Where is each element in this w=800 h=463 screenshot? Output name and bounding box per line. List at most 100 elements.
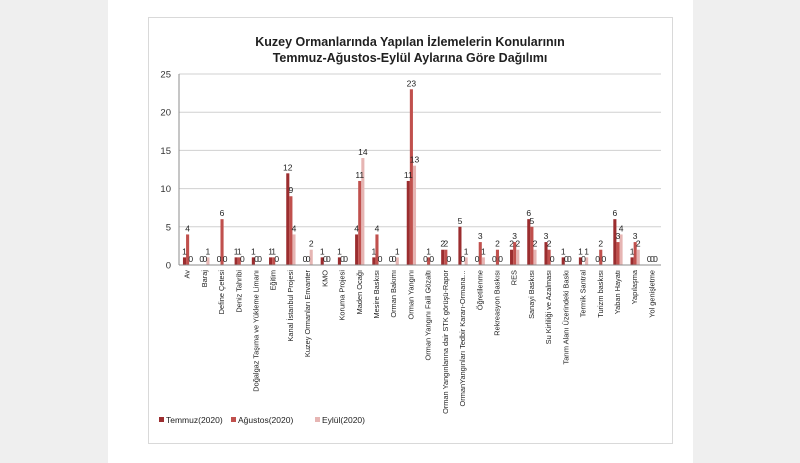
- data-label: 0: [389, 254, 394, 264]
- data-label: 0: [202, 254, 207, 264]
- bar-1-14: [406, 180, 410, 265]
- data-label: 0: [653, 254, 658, 264]
- data-label: 1: [268, 246, 273, 256]
- data-label: 1: [395, 246, 400, 256]
- data-label: 14: [358, 147, 368, 157]
- data-label: 3: [633, 231, 638, 241]
- y-tick-label: 0: [166, 261, 171, 272]
- data-label: 1: [481, 246, 486, 256]
- data-label: 0: [650, 254, 655, 264]
- x-tick-label: Orman Yangınlarına dair STK görüşü-Rapor: [441, 269, 450, 413]
- data-label: 0: [447, 254, 452, 264]
- data-label: 2: [636, 239, 641, 249]
- bar-3-26: [619, 234, 623, 265]
- legend-label-3: Eylül(2020): [322, 415, 365, 425]
- x-tick-label: Yaban Hayatı: [613, 270, 622, 314]
- legend-swatch-1: [159, 417, 164, 422]
- bar-2-15: [427, 257, 431, 265]
- bar-1-27: [630, 257, 634, 265]
- data-label: 1: [337, 246, 342, 256]
- bar-1-6: [269, 257, 273, 265]
- data-label: 0: [254, 254, 259, 264]
- data-label: 0: [323, 254, 328, 264]
- data-label: 0: [223, 254, 228, 264]
- x-tick-label: OrmanYangınları Tedbir Kararı-Ormana…: [458, 270, 467, 407]
- legend-label-1: Temmuz(2020): [166, 415, 223, 425]
- bar-2-16: [444, 249, 448, 265]
- data-label: 4: [292, 223, 297, 233]
- data-label: 1: [182, 246, 187, 256]
- x-tick-label: KMO: [320, 270, 329, 287]
- data-label: 0: [303, 254, 308, 264]
- x-tick-label: Turizm baskısı: [596, 270, 605, 318]
- bar-3-17: [464, 257, 468, 265]
- x-tick-label: Eğitim: [269, 270, 278, 291]
- data-label: 0: [326, 254, 331, 264]
- data-label: 0: [257, 254, 262, 264]
- x-tick-label: Yapılaşma: [630, 269, 639, 304]
- data-label: 6: [526, 208, 531, 218]
- x-tick-label: Orman Yangını: [406, 270, 415, 319]
- bar-2-11: [358, 180, 362, 265]
- x-tick-label: Tarım Alanı Üzerindeki Baskı: [561, 270, 570, 364]
- bar-3-20: [516, 249, 520, 265]
- bar-2-19: [495, 249, 500, 265]
- bar-3-21: [533, 249, 537, 265]
- x-tick-label: Baraj: [200, 270, 209, 288]
- data-label: 0: [498, 254, 503, 264]
- bar-2-7: [289, 196, 293, 265]
- data-label: 6: [220, 208, 225, 218]
- bar-2-12: [375, 234, 379, 265]
- data-label: 3: [512, 231, 517, 241]
- data-label: 4: [354, 223, 359, 233]
- data-label: 0: [392, 254, 397, 264]
- data-label: 1: [234, 246, 239, 256]
- data-label: 3: [478, 231, 483, 241]
- data-label: 2: [443, 239, 448, 249]
- data-label: 4: [185, 223, 190, 233]
- data-label: 0: [461, 254, 466, 264]
- data-label: 5: [530, 216, 535, 226]
- bar-2-22: [547, 249, 551, 265]
- data-label: 0: [475, 254, 480, 264]
- bar-1-23: [561, 257, 565, 265]
- x-tick-label: Kanal İstanbul Projesi: [286, 270, 295, 342]
- y-tick-label: 5: [166, 222, 171, 233]
- data-label: 9: [289, 185, 294, 195]
- data-label: 1: [320, 246, 325, 256]
- x-tick-label: Deniz Tahribi: [234, 270, 243, 313]
- bar-2-18: [478, 242, 482, 265]
- bar-3-27: [636, 249, 640, 265]
- bar-1-26: [613, 219, 617, 265]
- y-tick-label: 25: [160, 70, 171, 81]
- bar-2-27: [633, 242, 637, 265]
- bar-1-17: [458, 226, 462, 265]
- data-label: 0: [240, 254, 245, 264]
- bar-1-4: [234, 257, 238, 265]
- data-label: 1: [578, 246, 583, 256]
- data-label: 1: [251, 246, 256, 256]
- legend-swatch-3: [315, 417, 320, 422]
- bar-2-4: [237, 257, 241, 265]
- bar-2-14: [409, 89, 413, 265]
- bar-2-1: [186, 234, 190, 265]
- data-label: 0: [492, 254, 497, 264]
- data-label: 0: [188, 254, 193, 264]
- data-label: 2: [509, 239, 514, 249]
- data-label: 0: [423, 254, 428, 264]
- x-tick-label: Doğalgaz Taşıma ve Yükleme Limanı: [251, 270, 260, 392]
- data-label: 3: [544, 231, 549, 241]
- x-tick-label: Sanayi Baskısı: [527, 270, 536, 319]
- chart-frame: Kuzey Ormanlarında Yapılan İzlemelerin K…: [148, 17, 673, 444]
- data-label: 0: [647, 254, 652, 264]
- x-tick-label: Mesire Baskısı: [372, 270, 381, 318]
- data-label: 2: [309, 239, 314, 249]
- data-label: 0: [567, 254, 572, 264]
- bar-3-2: [206, 257, 210, 265]
- data-label: 0: [581, 254, 586, 264]
- data-label: 1: [206, 246, 211, 256]
- bar-2-6: [272, 257, 276, 265]
- data-label: 1: [426, 246, 431, 256]
- bar-3-13: [395, 257, 399, 265]
- bar-1-24: [578, 257, 582, 265]
